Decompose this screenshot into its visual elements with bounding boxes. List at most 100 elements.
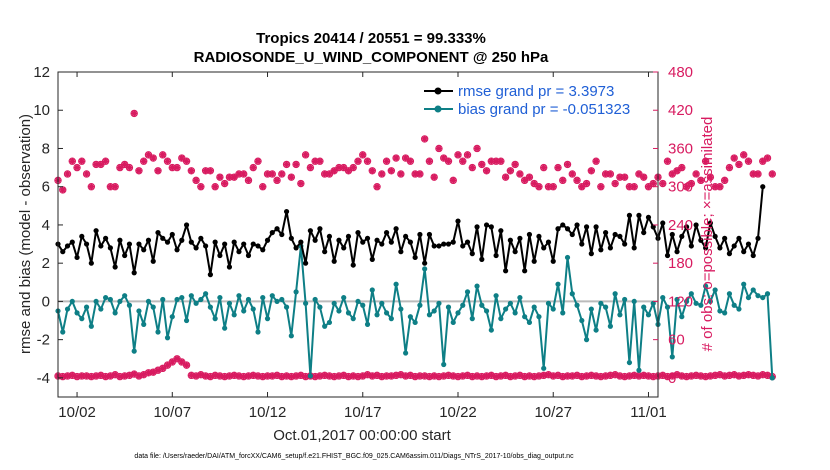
obs-assimilated-stroke [98, 372, 104, 378]
obs-assimilated-point [588, 167, 595, 174]
obs-assimilated-stroke [574, 177, 580, 183]
obs-assimilated-point [674, 167, 681, 174]
bias-series-point [360, 302, 366, 308]
bias-series-point [564, 254, 571, 261]
obs-assimilated-point [274, 177, 281, 184]
bias-series-point [450, 319, 456, 326]
obs-assimilated-point [764, 372, 771, 379]
obs-assimilated-stroke [374, 372, 380, 378]
bias-series-point [74, 310, 80, 316]
bias-series-point [750, 287, 756, 293]
obs-assimilated-stroke [150, 155, 156, 161]
rmse-series-point [517, 235, 523, 241]
obs-assimilated-stroke [679, 164, 685, 171]
obs-possible-point [430, 173, 438, 181]
obs-assimilated-stroke [398, 372, 404, 378]
obs-assimilated-stroke [617, 174, 623, 180]
obs-assimilated-point [707, 174, 714, 181]
bias-series-point [60, 329, 66, 335]
obs-assimilated-stroke [322, 171, 328, 177]
rmse-series-point [145, 237, 152, 243]
obs-assimilated-stroke [193, 177, 199, 183]
obs-assimilated-point [197, 371, 204, 378]
obs-assimilated-stroke [141, 372, 147, 378]
rmse-series-point [707, 220, 713, 226]
obs-assimilated-stroke [93, 161, 99, 168]
rmse-series-point [603, 229, 609, 236]
bias-series-point [193, 300, 199, 306]
rmse-series-point [626, 212, 633, 218]
rmse-series-point [698, 237, 704, 243]
obs-assimilated-stroke [288, 174, 294, 180]
bias-series-point [503, 306, 509, 312]
obs-assimilated-stroke [564, 161, 571, 168]
rmse-series-point [469, 251, 475, 257]
x-tick-label: 10/02 [58, 404, 96, 421]
obs-assimilated-stroke [269, 171, 275, 177]
obs-possible-point [297, 179, 305, 188]
obs-assimilated-stroke [664, 373, 671, 380]
obs-assimilated-stroke [631, 184, 637, 190]
rmse-series-point [341, 245, 347, 251]
obs-assimilated-point [612, 371, 619, 378]
obs-assimilated-stroke [283, 161, 290, 168]
obs-assimilated-point [355, 373, 361, 380]
bias-series-point [317, 304, 323, 310]
obs-possible-point [706, 173, 715, 181]
obs-assimilated-point [378, 170, 385, 177]
bias-series-point [131, 348, 137, 354]
obs-assimilated-point [469, 164, 476, 171]
obs-assimilated-point [64, 372, 71, 379]
obs-assimilated-stroke [760, 372, 766, 378]
bias-series-point [322, 323, 328, 329]
obs-assimilated-point [669, 170, 676, 177]
obs-assimilated-stroke [302, 152, 309, 158]
obs-assimilated-point [631, 183, 638, 190]
obs-assimilated-stroke [750, 171, 756, 177]
rmse-series-point [88, 260, 94, 266]
obs-assimilated-stroke [702, 158, 709, 164]
obs-possible-point [478, 160, 486, 169]
obs-assimilated-point [450, 372, 457, 379]
obs-assimilated-stroke [241, 373, 247, 380]
bias-series-point [650, 300, 656, 306]
obs-assimilated-point [645, 183, 652, 190]
obs-assimilated-stroke [626, 373, 633, 379]
obs-assimilated-stroke [207, 373, 214, 380]
obs-assimilated-point [293, 161, 300, 168]
rmse-series-point [464, 239, 471, 245]
obs-assimilated-point [545, 371, 552, 378]
obs-assimilated-point [726, 164, 733, 171]
obs-possible-point [640, 173, 648, 181]
obs-assimilated-stroke [117, 373, 123, 380]
obs-assimilated-point [635, 170, 642, 177]
obs-assimilated-point [497, 158, 504, 165]
obs-assimilated-stroke [183, 362, 190, 368]
obs-assimilated-stroke [541, 372, 547, 378]
bias-series-point [107, 296, 113, 303]
bias-series-point [383, 310, 390, 316]
obs-assimilated-point [578, 183, 585, 190]
obs-assimilated-stroke [712, 184, 718, 190]
obs-assimilated-stroke [112, 372, 118, 378]
obs-assimilated-stroke [341, 372, 347, 378]
obs-possible-point [282, 160, 291, 169]
bias-series-point [669, 354, 675, 360]
obs-possible-point [135, 167, 143, 175]
legend: rmse grand pr = 3.3973 bias grand pr = -… [424, 83, 630, 118]
obs-assimilated-stroke [588, 168, 594, 174]
obs-assimilated-stroke [483, 168, 490, 174]
obs-assimilated-stroke [274, 177, 280, 183]
obs-assimilated-stroke [364, 372, 371, 378]
rmse-series-point [669, 231, 675, 238]
obs-assimilated-stroke [431, 174, 437, 180]
y-tick-label: 8 [42, 140, 50, 157]
obs-possible-point [725, 163, 734, 172]
obs-assimilated-point [102, 158, 109, 165]
obs-assimilated-stroke [450, 373, 456, 379]
obs-assimilated-point [64, 170, 71, 177]
bias-series-point [417, 302, 423, 308]
obs-assimilated-point [402, 372, 409, 379]
obs-assimilated-stroke [383, 158, 390, 164]
bias-series-point [755, 293, 761, 299]
